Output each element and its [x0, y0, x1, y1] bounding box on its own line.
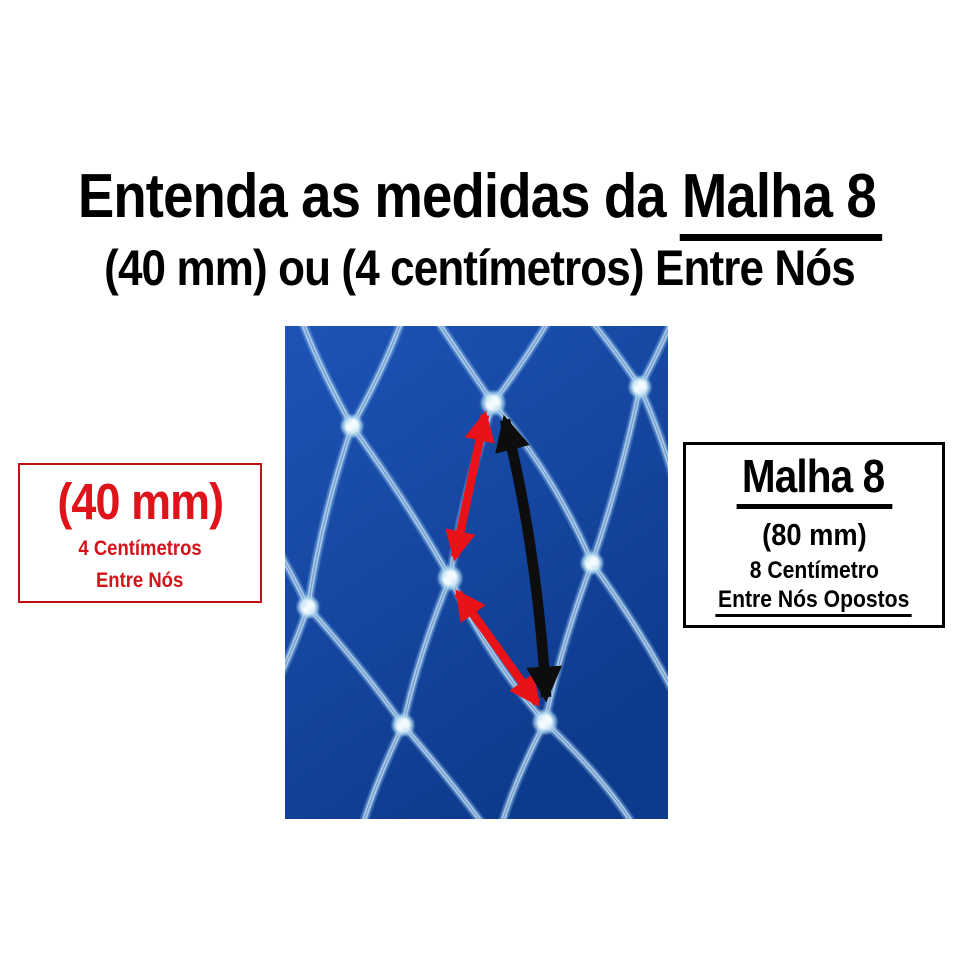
- right-measure-mm: (80 mm): [761, 517, 867, 552]
- page-title-text: Entenda as medidas da Malha 8: [78, 162, 883, 241]
- net-photo-svg: [285, 326, 668, 819]
- measure-arrows: [445, 410, 563, 707]
- net-knot-top: [481, 391, 505, 415]
- black-arrow-opposite-knots: [495, 414, 563, 703]
- right-measure-cm: 8 Centímetro: [749, 557, 879, 584]
- page-title-prefix: Entenda as medidas da: [77, 162, 667, 231]
- red-arrow-upper: [445, 410, 495, 562]
- page-title: Entenda as medidas da Malha 8: [0, 162, 960, 241]
- page-subtitle: (40 mm) ou (4 centímetros) Entre Nós: [0, 243, 960, 293]
- net-knot: [581, 552, 603, 574]
- left-measure-box: (40 mm) 4 Centímetros Entre Nós: [18, 463, 262, 603]
- net-knot: [297, 596, 319, 618]
- page-subtitle-text: (40 mm) ou (4 centímetros) Entre Nós: [104, 240, 857, 296]
- net-knot: [392, 714, 414, 736]
- right-measure-box: Malha 8 (80 mm) 8 Centímetro Entre Nós O…: [683, 442, 945, 628]
- net-photo: [285, 326, 668, 819]
- page-title-emphasis: Malha 8: [680, 162, 883, 241]
- net-knot: [629, 376, 651, 398]
- net-knot: [341, 415, 363, 437]
- net-knots: [297, 376, 651, 736]
- net-knot-bottom: [533, 710, 557, 734]
- left-measure-caption: Entre Nós: [96, 568, 184, 592]
- left-measure-cm: 4 Centímetros: [78, 536, 202, 560]
- right-measure-caption: Entre Nós Opostos: [715, 588, 913, 617]
- right-measure-title: Malha 8: [736, 453, 892, 509]
- left-measure-mm: (40 mm): [57, 472, 224, 530]
- net-knot-middle: [438, 566, 462, 590]
